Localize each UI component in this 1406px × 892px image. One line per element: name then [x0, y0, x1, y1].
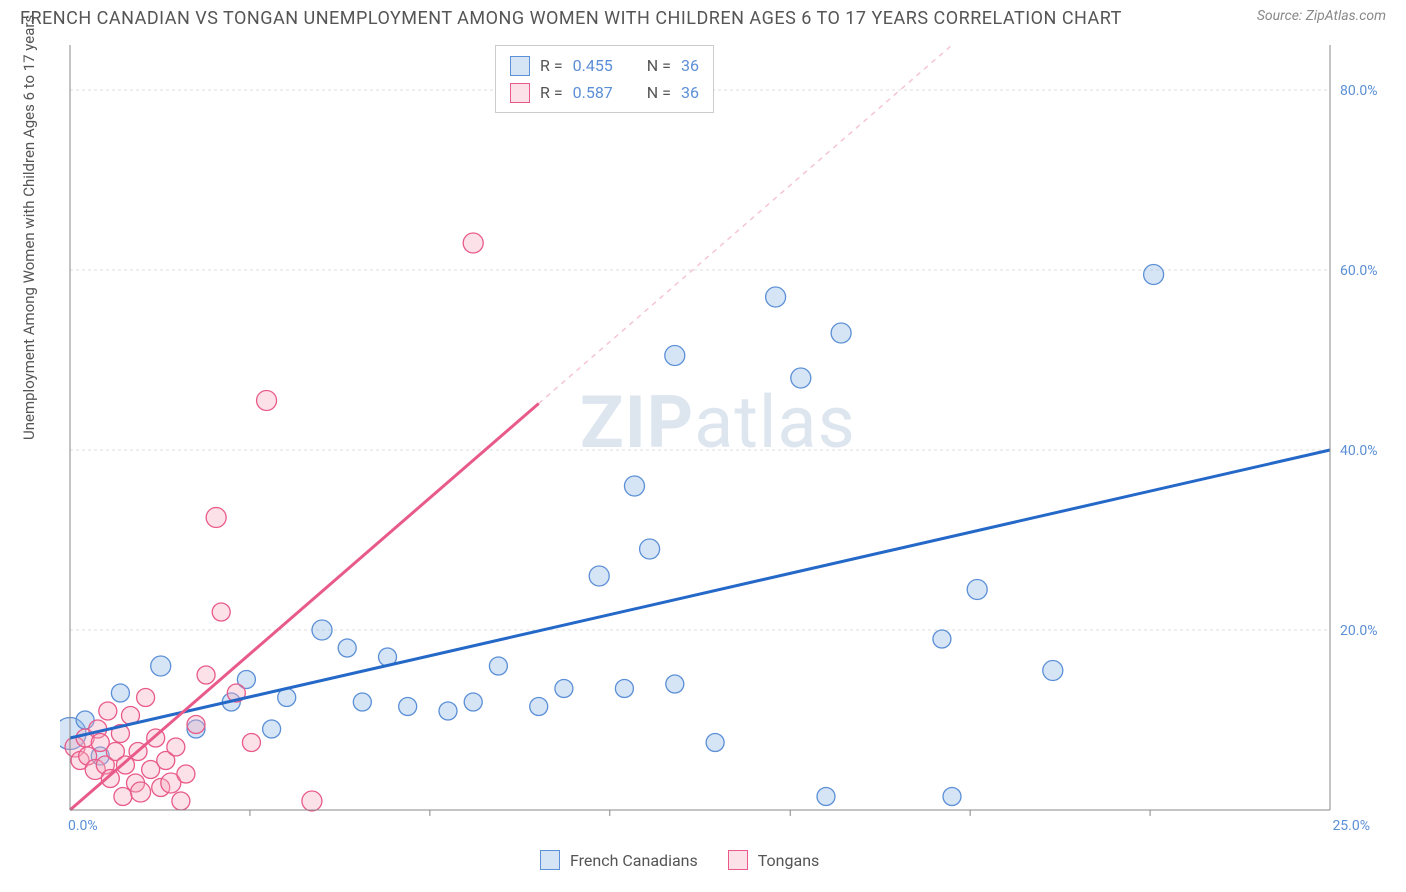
legend-r-label: R = — [540, 79, 563, 106]
legend-item: French Canadians — [540, 847, 698, 874]
data-point — [943, 788, 961, 806]
data-point — [464, 693, 482, 711]
legend-swatch — [510, 83, 530, 103]
chart-title: FRENCH CANADIAN VS TONGAN UNEMPLOYMENT A… — [20, 8, 1122, 29]
data-point — [589, 566, 609, 586]
data-point — [399, 698, 417, 716]
data-point — [1043, 661, 1063, 681]
data-point — [242, 734, 260, 752]
svg-text:40.0%: 40.0% — [1340, 443, 1378, 459]
legend-n-value: 36 — [681, 79, 699, 106]
legend-series-label: French Canadians — [570, 847, 698, 874]
svg-text:80.0%: 80.0% — [1340, 83, 1378, 99]
data-point — [817, 788, 835, 806]
svg-text:25.0%: 25.0% — [1332, 818, 1370, 830]
data-point — [257, 391, 277, 411]
legend-r-label: R = — [540, 52, 563, 79]
chart-container: 20.0% 40.0% 60.0% 80.0% 0.0% 25.0% — [60, 40, 1380, 830]
data-point — [101, 770, 119, 788]
data-point — [111, 684, 129, 702]
data-point — [791, 368, 811, 388]
data-point — [172, 792, 190, 810]
svg-text:0.0%: 0.0% — [68, 818, 98, 830]
data-point — [99, 702, 117, 720]
data-point — [666, 675, 684, 693]
scatter-chart: 20.0% 40.0% 60.0% 80.0% 0.0% 25.0% — [60, 40, 1380, 830]
legend-swatch — [728, 850, 748, 870]
data-point — [197, 666, 215, 684]
data-point — [212, 603, 230, 621]
data-point — [831, 323, 851, 343]
data-point — [933, 630, 951, 648]
data-point — [766, 287, 786, 307]
data-point — [555, 680, 573, 698]
data-point — [665, 346, 685, 366]
legend-row: R = 0.455 N = 36 — [510, 52, 699, 79]
legend-swatch — [540, 850, 560, 870]
svg-text:60.0%: 60.0% — [1340, 263, 1378, 279]
data-point — [131, 782, 151, 802]
data-point — [187, 716, 205, 734]
legend-r-value: 0.587 — [573, 79, 613, 106]
data-point — [302, 791, 322, 811]
data-point — [624, 476, 644, 496]
legend-series-label: Tongans — [758, 847, 820, 874]
legend-swatch — [510, 56, 530, 76]
legend-r-value: 0.455 — [573, 52, 613, 79]
legend-n-value: 36 — [681, 52, 699, 79]
data-point — [137, 689, 155, 707]
series-legend: French Canadians Tongans — [540, 847, 819, 874]
data-point — [967, 580, 987, 600]
data-point — [439, 702, 457, 720]
legend-n-label: N = — [647, 52, 671, 79]
data-point — [151, 656, 171, 676]
y-axis-label: Unemployment Among Women with Children A… — [20, 15, 38, 440]
data-point — [489, 657, 507, 675]
data-point — [463, 233, 483, 253]
data-point — [177, 765, 195, 783]
source-attribution: Source: ZipAtlas.com — [1257, 8, 1386, 24]
data-point — [530, 698, 548, 716]
trend-line — [70, 450, 1330, 738]
legend-n-label: N = — [647, 79, 671, 106]
correlation-legend: R = 0.455 N = 36 R = 0.587 N = 36 — [495, 45, 714, 113]
data-point — [167, 738, 185, 756]
data-point — [353, 693, 371, 711]
data-point — [640, 539, 660, 559]
data-point — [263, 720, 281, 738]
legend-row: R = 0.587 N = 36 — [510, 79, 699, 106]
svg-text:20.0%: 20.0% — [1340, 623, 1378, 639]
data-point — [338, 639, 356, 657]
data-point — [312, 620, 332, 640]
data-point — [206, 508, 226, 528]
data-point — [706, 734, 724, 752]
data-point — [615, 680, 633, 698]
data-point — [1144, 265, 1164, 285]
trend-line — [70, 403, 539, 810]
legend-item: Tongans — [728, 847, 820, 874]
